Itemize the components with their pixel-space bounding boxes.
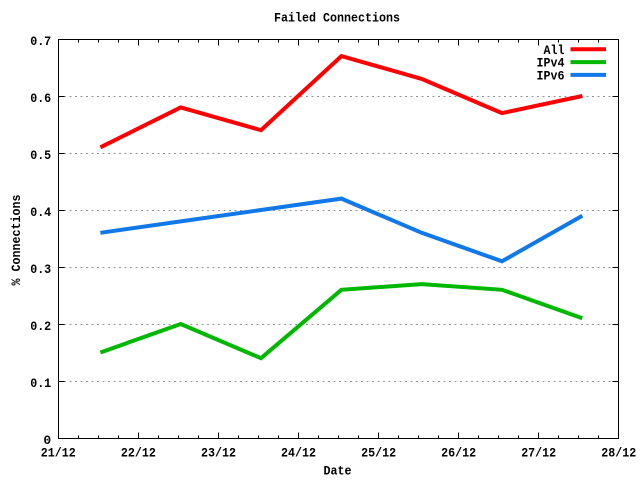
svg-text:Date: Date [324,464,352,479]
svg-text:% Connections: % Connections [9,194,24,285]
svg-text:IPv4: IPv4 [537,56,565,71]
svg-text:Failed Connections: Failed Connections [274,11,400,26]
svg-text:0.7: 0.7 [30,34,51,49]
svg-text:23/12: 23/12 [201,446,236,461]
svg-text:24/12: 24/12 [281,446,316,461]
svg-text:27/12: 27/12 [521,446,556,461]
svg-text:26/12: 26/12 [441,446,476,461]
svg-text:28/12: 28/12 [601,446,636,461]
svg-text:0.1: 0.1 [30,376,51,391]
svg-text:0.3: 0.3 [30,262,51,277]
svg-text:25/12: 25/12 [361,446,396,461]
svg-text:0: 0 [43,433,51,448]
svg-text:0.2: 0.2 [30,319,51,334]
svg-text:0.6: 0.6 [30,91,51,106]
svg-text:0.4: 0.4 [30,205,51,220]
svg-text:IPv6: IPv6 [537,69,565,84]
svg-text:0.5: 0.5 [30,148,51,163]
svg-text:22/12: 22/12 [121,446,156,461]
svg-text:21/12: 21/12 [41,446,76,461]
svg-text:All: All [544,43,565,58]
